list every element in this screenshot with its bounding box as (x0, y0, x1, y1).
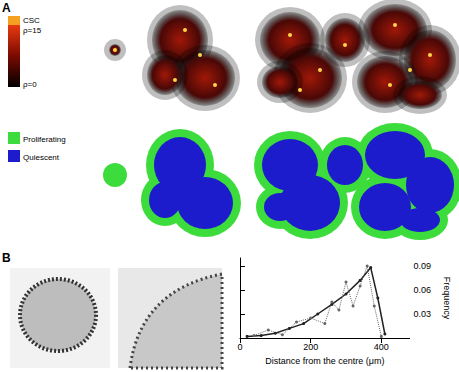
svg-text:Frequency: Frequency (442, 277, 452, 320)
svg-text:Proliferating: Proliferating (23, 135, 66, 144)
svg-text:0.06: 0.06 (414, 285, 432, 295)
svg-text:ρ=0: ρ=0 (23, 80, 37, 89)
svg-text:400: 400 (374, 342, 389, 352)
svg-text:CSC: CSC (23, 16, 40, 25)
svg-text:0.09: 0.09 (414, 261, 432, 271)
svg-text:Quiescent: Quiescent (23, 153, 60, 162)
svg-text:0: 0 (237, 342, 242, 352)
svg-text:200: 200 (303, 342, 318, 352)
svg-text:Distance from the centre (μm): Distance from the centre (μm) (265, 356, 384, 366)
svg-text:B: B (2, 251, 11, 265)
svg-text:ρ=15: ρ=15 (23, 26, 42, 35)
svg-text:A: A (2, 1, 11, 15)
svg-text:0.03: 0.03 (414, 309, 432, 319)
